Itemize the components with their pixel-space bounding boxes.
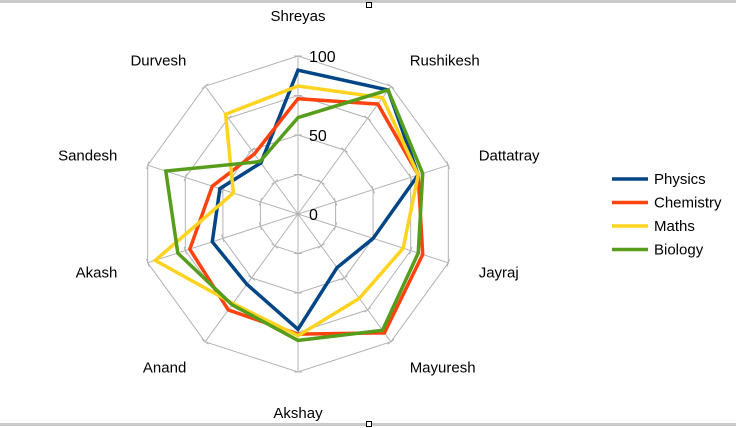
grid-tick-mark <box>271 243 279 249</box>
category-label: Shreyas <box>270 8 325 25</box>
resize-handle-bottom[interactable] <box>366 421 372 427</box>
resize-handle-top[interactable] <box>366 2 372 8</box>
grid-tick-mark <box>409 173 413 182</box>
series-line-maths <box>152 84 421 338</box>
radial-tick-labels: 0 50 100 <box>309 49 336 224</box>
grid-tick-mark <box>371 185 375 194</box>
grid-tick-mark <box>248 275 256 281</box>
legend-label-biology: Biology <box>654 242 704 259</box>
category-label: Rushikesh <box>410 52 480 69</box>
grid-tick-mark <box>333 197 338 206</box>
radial-tick-label: 50 <box>309 128 327 145</box>
radial-tick-label: 100 <box>309 49 336 66</box>
grid-tick-mark <box>364 115 372 121</box>
grid-tick-mark <box>183 246 187 255</box>
grid-tick-mark <box>387 83 395 89</box>
grid-tick-mark <box>201 83 209 89</box>
category-labels: Shreyas Rushikesh Dattatray Jayraj Mayuresh A… <box>58 8 540 422</box>
grid-tick-mark <box>446 258 450 267</box>
legend-label-physics: Physics <box>654 171 706 188</box>
grid-tick-mark <box>258 197 263 206</box>
legend: Physics Chemistry Maths Biology <box>612 171 722 259</box>
grid-tick-mark <box>258 222 263 231</box>
grid-tick-mark <box>221 234 225 243</box>
category-label: Sandesh <box>58 147 117 164</box>
grid-tick-mark <box>146 161 150 170</box>
grid-tick-mark <box>333 222 338 231</box>
legend-label-maths: Maths <box>654 218 695 235</box>
grid-tick-mark <box>183 173 187 182</box>
legend-label-chemistry: Chemistry <box>654 195 722 212</box>
category-label: Dattatray <box>479 147 540 164</box>
radial-tick-label: 0 <box>309 207 318 224</box>
category-label: Akshay <box>273 405 323 422</box>
category-label: Akash <box>76 265 118 282</box>
grid-tick-mark <box>271 179 279 185</box>
series-line-biology <box>163 87 425 343</box>
grid-tick-mark <box>146 258 150 267</box>
grid <box>146 55 450 373</box>
grid-tick-mark <box>317 243 325 249</box>
grid-tick-mark <box>364 307 372 313</box>
top-edge <box>0 0 736 3</box>
grid-tick-mark <box>317 179 325 185</box>
category-label: Anand <box>143 360 186 377</box>
category-label: Mayuresh <box>410 360 476 377</box>
grid-tick-mark <box>201 339 209 345</box>
category-label: Durvesh <box>130 52 186 69</box>
category-label: Jayraj <box>479 265 519 282</box>
grid-tick-mark <box>446 161 450 170</box>
grid-tick-mark <box>340 147 348 153</box>
series-lines <box>152 68 425 343</box>
grid-tick-mark <box>248 147 256 153</box>
grid-tick-mark <box>387 339 395 345</box>
grid-tick-mark <box>340 275 348 281</box>
grid-tick-mark <box>409 246 413 255</box>
